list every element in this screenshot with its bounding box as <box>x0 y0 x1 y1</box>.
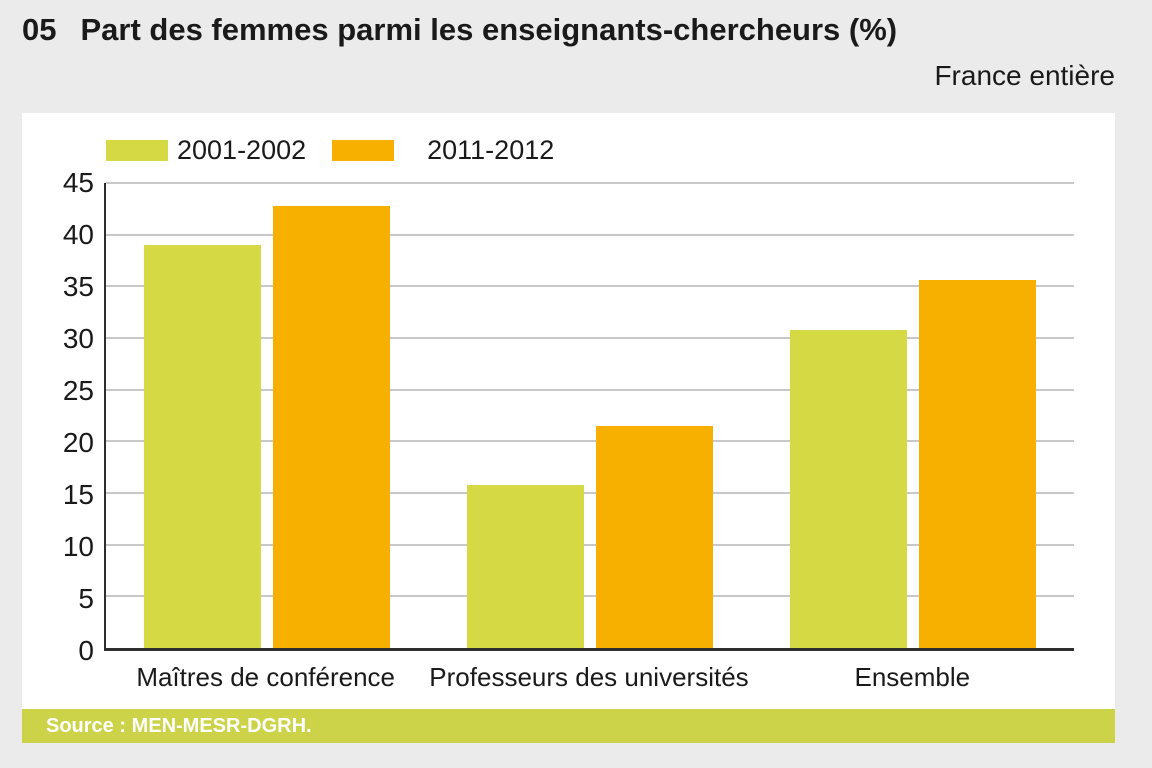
page-title: 05 Part des femmes parmi les enseignants-… <box>22 12 897 48</box>
y-axis-labels: 0 5 10 15 20 25 30 35 40 45 <box>22 167 94 666</box>
source-bar: Source : MEN-MESR-DGRH. <box>22 709 1115 743</box>
bar <box>918 280 1036 648</box>
y-axis-tick-label: 10 <box>62 531 94 562</box>
x-axis-label: Professeurs des universités <box>429 662 749 692</box>
figure-number: 05 <box>22 12 57 47</box>
legend-label-2011-2012: 2011-2012 <box>427 135 555 165</box>
bar-groups <box>106 183 1074 648</box>
bar-group <box>106 183 429 648</box>
y-axis-tick-label: 20 <box>62 427 94 458</box>
x-axis-labels: Maîtres de conférence Professeurs des uni… <box>104 662 1074 693</box>
y-axis-tick-label: 0 <box>78 635 94 666</box>
gridline <box>106 388 1074 391</box>
region-label: France entière <box>934 60 1115 91</box>
y-axis-tick-label: 40 <box>62 219 94 250</box>
x-axis-label: Ensemble <box>854 662 971 692</box>
bar-group <box>751 183 1074 648</box>
legend-swatch-2001-2002 <box>106 140 168 161</box>
gridline <box>106 285 1074 288</box>
gridline <box>106 233 1074 236</box>
gridline <box>106 595 1074 598</box>
bar <box>596 425 713 648</box>
y-axis-tick-label: 25 <box>62 375 94 406</box>
plot-area <box>104 182 1074 651</box>
y-axis-tick-label: 45 <box>62 167 94 198</box>
page-title-text: Part des femmes parmi les enseignants-ch… <box>80 12 898 47</box>
gridline <box>106 182 1074 184</box>
bar <box>467 484 584 648</box>
legend-swatch-2011-2012 <box>332 140 395 161</box>
bar-group <box>429 183 752 648</box>
source-text: Source : MEN-MESR-DGRH. <box>46 714 312 737</box>
gridline <box>106 491 1074 494</box>
bar <box>273 205 391 648</box>
gridline <box>106 440 1074 443</box>
chart-card: 2001-2002 2011-2012 0 5 10 15 20 25 30 35 40 45 M… <box>22 113 1115 743</box>
legend-label-2001-2002: 2001-2002 <box>177 135 307 165</box>
gridline <box>106 336 1074 339</box>
y-axis-tick-label: 15 <box>62 478 94 510</box>
y-axis-tick-label: 35 <box>62 271 94 302</box>
y-axis-tick-label: 5 <box>78 583 94 614</box>
bar <box>144 245 262 648</box>
bar <box>789 329 907 648</box>
gridline <box>106 543 1074 546</box>
x-axis-label: Maîtres de conférence <box>136 662 396 692</box>
y-axis-tick-label: 30 <box>62 322 94 354</box>
legend: 2001-2002 2011-2012 <box>106 135 554 166</box>
